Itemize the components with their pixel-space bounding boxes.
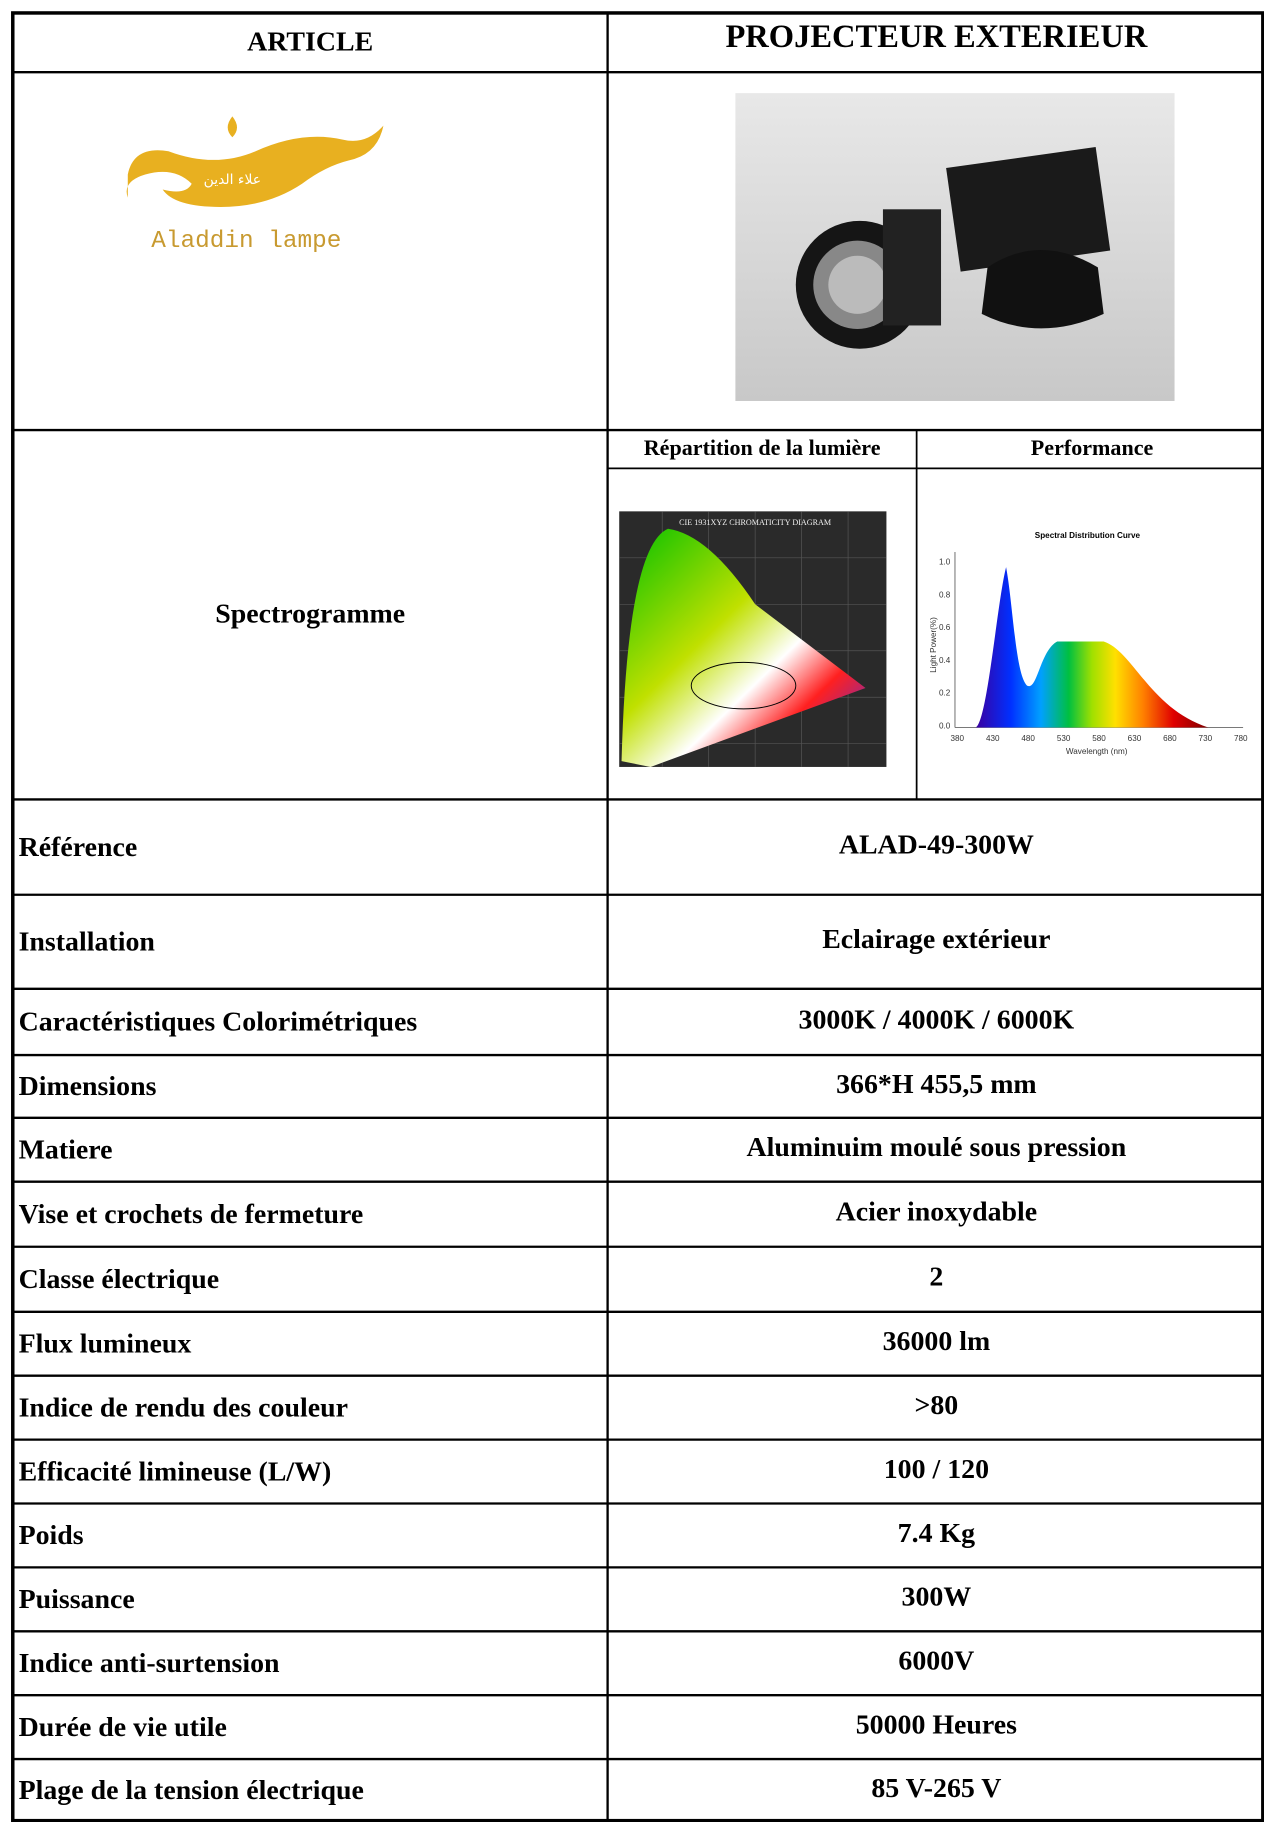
row-label: Vise et crochets de fermeture (19, 1199, 364, 1230)
row-value: Acier inoxydable (836, 1197, 1038, 1228)
row-value: 100 / 120 (884, 1454, 989, 1485)
curve-y-label: Light Power(%) (929, 617, 938, 673)
curve-y-tick: 0.8 (939, 590, 951, 599)
logo-arabic: علاء الدين (204, 172, 262, 188)
row-label: Référence (19, 832, 138, 863)
product-photo (735, 93, 1174, 401)
row-value: ALAD-49-300W (839, 829, 1034, 860)
spectro-label: Spectrogramme (215, 598, 405, 629)
curve-y-tick: 0.2 (939, 689, 951, 698)
sub-header: Répartition de la lumière (644, 435, 881, 460)
row-value: 6000V (898, 1646, 974, 1677)
row-value: >80 (914, 1390, 958, 1421)
row-value: 2 (929, 1262, 943, 1293)
curve-x-label: Wavelength (nm) (1066, 747, 1128, 756)
row-value: 85 V-265 V (871, 1773, 1001, 1804)
row-value: 50000 Heures (856, 1710, 1017, 1741)
row-label: Durée de vie utile (19, 1712, 227, 1743)
row-label: Plage de la tension électrique (19, 1775, 364, 1806)
row-value: Eclairage extérieur (822, 924, 1050, 955)
header-title: PROJECTEUR EXTERIEUR (725, 19, 1147, 55)
spec-sheet: ARTICLE PROJECTEUR EXTERIEUR علاء الدين … (0, 0, 1264, 1822)
curve-x-tick: 730 (1199, 734, 1213, 743)
row-label: Caractéristiques Colorimétriques (19, 1007, 418, 1038)
logo-name: Aladdin lampe (151, 228, 341, 255)
curve-x-tick: 580 (1092, 734, 1106, 743)
row-label: Indice anti-surtension (19, 1648, 280, 1679)
row-label: Flux lumineux (19, 1328, 192, 1359)
row-label: Efficacité limineuse (L/W) (19, 1456, 332, 1487)
curve-y-tick: 0.4 (939, 656, 951, 665)
row-label: Installation (19, 927, 156, 958)
curve-title: Spectral Distribution Curve (1035, 531, 1141, 540)
row-value: 7.4 Kg (898, 1518, 975, 1549)
row-label: Indice de rendu des couleur (19, 1392, 348, 1423)
row-value: 366*H 455,5 mm (836, 1069, 1037, 1100)
row-label: Dimensions (19, 1071, 157, 1102)
row-value: 3000K / 4000K / 6000K (799, 1004, 1075, 1035)
sub-header: Performance (1031, 435, 1154, 460)
cie-title: CIE 1931XYZ CHROMATICITY DIAGRAM (679, 518, 831, 527)
header-article: ARTICLE (247, 27, 373, 58)
curve-x-tick: 530 (1057, 734, 1071, 743)
curve-x-tick: 680 (1163, 734, 1177, 743)
curve-x-tick: 380 (951, 734, 965, 743)
row-label: Matiere (19, 1134, 113, 1165)
curve-y-tick: 0.0 (939, 721, 951, 730)
row-label: Puissance (19, 1584, 135, 1615)
row-label: Poids (19, 1520, 84, 1551)
row-value: 300W (902, 1582, 972, 1613)
spectrum (976, 567, 1208, 727)
logo: علاء الدين Aladdin lampe (127, 116, 384, 255)
curve-x-tick: 480 (1021, 734, 1035, 743)
curve-x-tick: 430 (986, 734, 1000, 743)
curve-y-tick: 0.6 (939, 623, 951, 632)
spectral-curve: Spectral Distribution Curve Light Power(… (929, 531, 1248, 756)
page: ARTICLE PROJECTEUR EXTERIEUR علاء الدين … (0, 0, 1264, 1822)
curve-y-tick: 1.0 (939, 558, 951, 567)
curve-x-tick: 780 (1234, 734, 1248, 743)
row-value: Aluminuim moulé sous pression (746, 1132, 1126, 1163)
cie-diagram: CIE 1931XYZ CHROMATICITY DIAGRAM (619, 511, 886, 767)
row-label: Classe électrique (19, 1264, 219, 1295)
curve-x-tick: 630 (1128, 734, 1142, 743)
row-value: 36000 lm (883, 1326, 991, 1357)
